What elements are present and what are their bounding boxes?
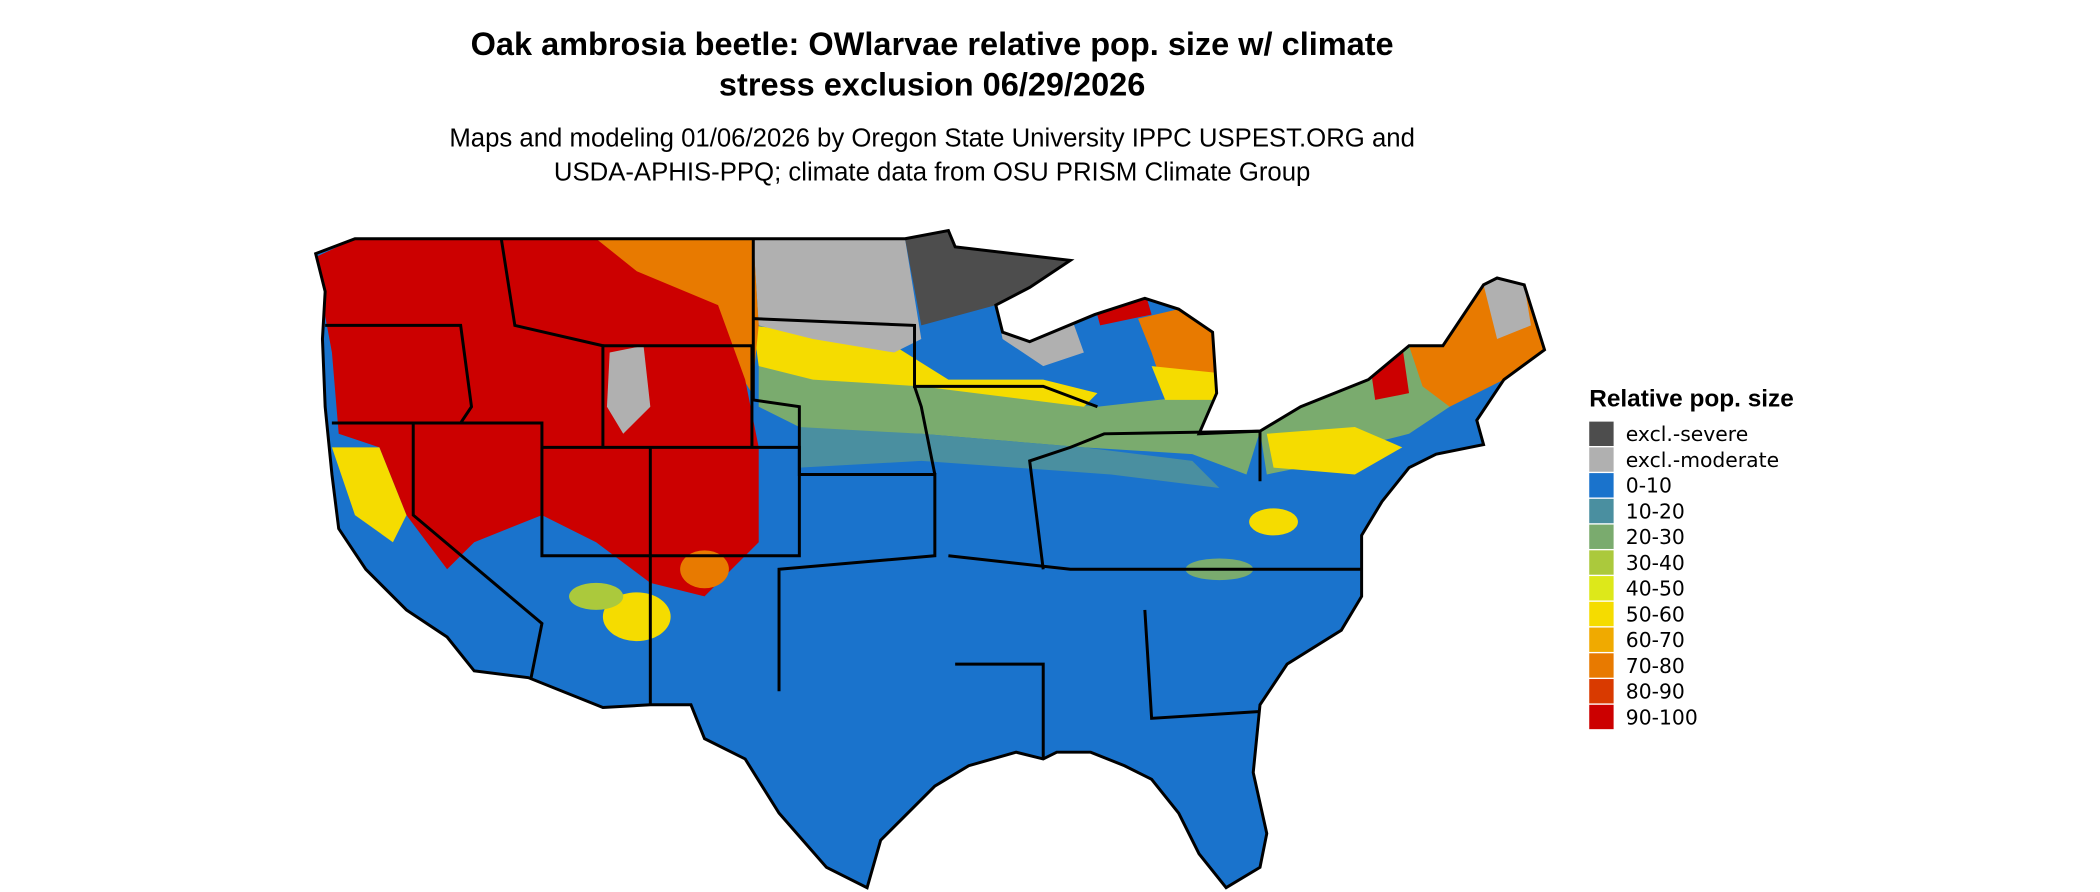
title-line: Oak ambrosia beetle: OWlarvae relative p… <box>471 26 1394 62</box>
map-region <box>331 447 407 543</box>
map-region <box>1483 278 1531 339</box>
legend-swatch <box>1589 524 1614 549</box>
legend-title: Relative pop. size <box>1589 385 1794 412</box>
state-border <box>499 238 605 448</box>
legend-swatch <box>1589 704 1614 730</box>
map-region <box>1151 366 1217 400</box>
state-borders <box>313 228 1547 890</box>
legend-label: 70-80 <box>1626 654 1685 678</box>
legend-swatch <box>1589 550 1614 575</box>
map-region <box>602 592 671 642</box>
state-border <box>948 554 1362 571</box>
legend-swatch <box>1589 473 1614 498</box>
state-border <box>1143 609 1261 720</box>
map-region <box>758 366 1260 475</box>
state-border <box>541 445 801 558</box>
legend-swatch <box>1589 627 1614 652</box>
state-border <box>955 662 1045 759</box>
state-border <box>1028 429 1262 570</box>
legend-swatch <box>1589 576 1614 601</box>
legend-label: 0-10 <box>1626 474 1672 498</box>
legend-label: 30-40 <box>1626 551 1685 575</box>
legend-label: 60-70 <box>1626 628 1685 652</box>
map-region <box>315 238 759 597</box>
state-border <box>913 385 937 475</box>
legend-label: excl.-moderate <box>1626 448 1779 472</box>
state-border <box>751 238 937 692</box>
map-region <box>1266 427 1403 475</box>
legend-label: 40-50 <box>1626 577 1685 601</box>
title-line: stress exclusion 06/29/2026 <box>719 67 1145 103</box>
legend-label: 80-90 <box>1626 680 1685 704</box>
state-border <box>331 421 544 678</box>
map-region <box>905 230 1071 326</box>
state-border <box>413 421 652 705</box>
legend-label: 20-30 <box>1626 525 1685 549</box>
legend-swatch <box>1589 601 1614 627</box>
map-region <box>799 427 1220 488</box>
legend-label: 90-100 <box>1626 705 1698 729</box>
legend-label: excl.-severe <box>1626 422 1748 446</box>
map-region <box>1249 508 1298 536</box>
legend-swatch <box>1589 498 1614 524</box>
legend-swatch <box>1589 679 1614 704</box>
legend-swatch <box>1589 421 1614 446</box>
legend: excl.-severeexcl.-moderate0-1010-2020-30… <box>1589 421 1779 730</box>
map-region <box>680 550 729 589</box>
map-region <box>606 345 651 434</box>
legend-swatch <box>1589 447 1614 472</box>
legend-swatch <box>1589 653 1614 678</box>
map-region <box>569 582 624 610</box>
us-outline <box>313 228 1547 890</box>
map-region <box>596 238 759 394</box>
legend-label: 10-20 <box>1626 499 1685 523</box>
subtitle-line: Maps and modeling 01/06/2026 by Oregon S… <box>449 125 1415 153</box>
subtitle-line: USDA-APHIS-PPQ; climate data from OSU PR… <box>554 158 1311 186</box>
legend-label: 50-60 <box>1626 602 1685 626</box>
